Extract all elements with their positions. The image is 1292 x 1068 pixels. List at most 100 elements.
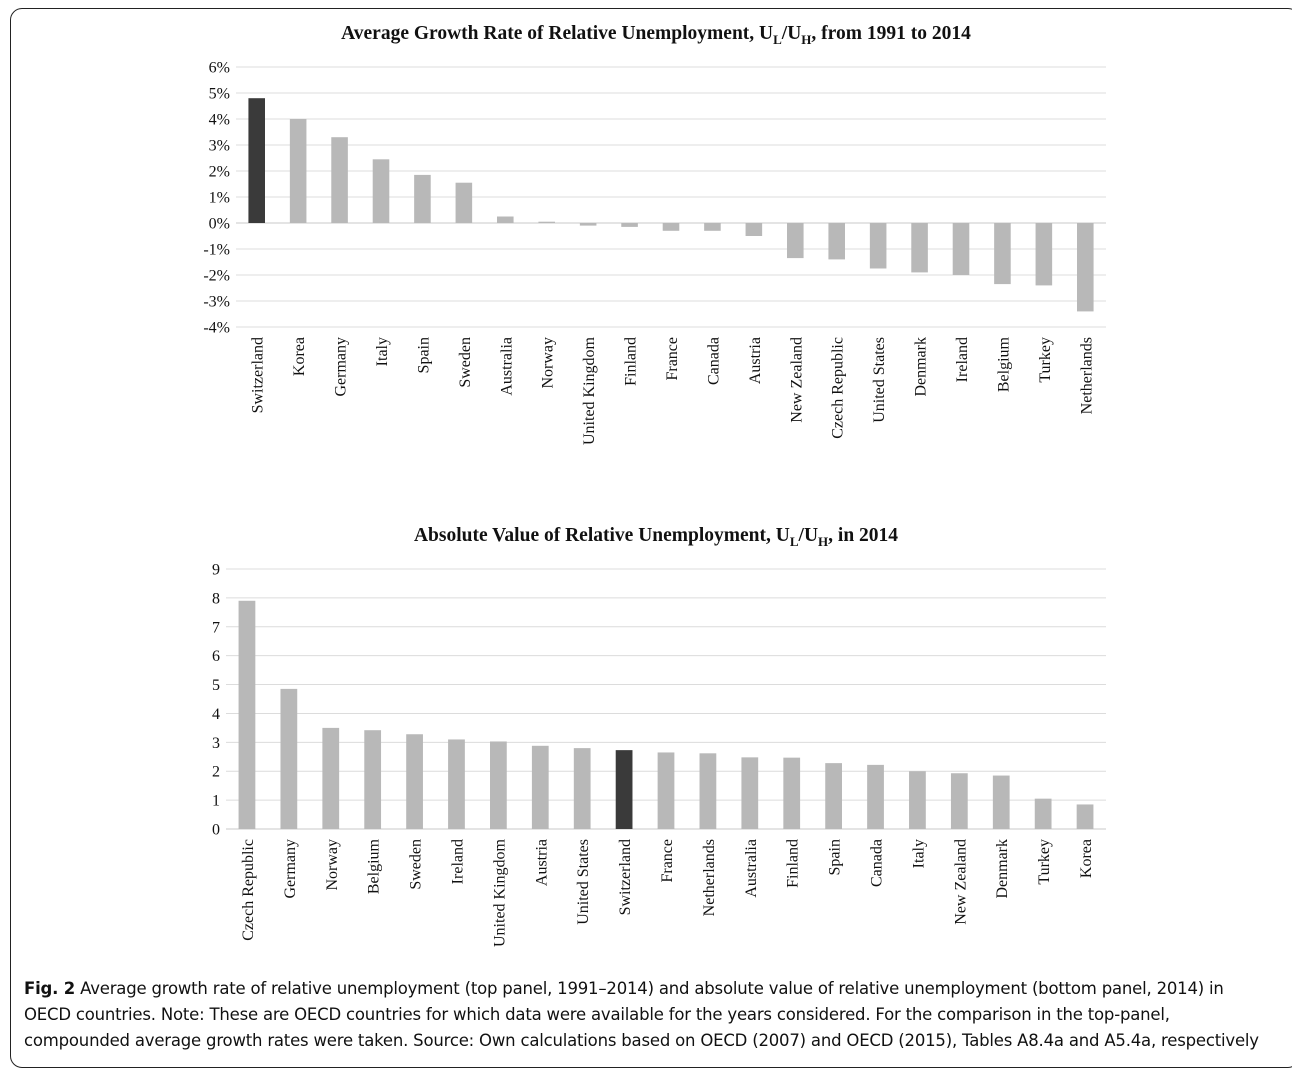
y-tick-label: 1% xyxy=(209,190,230,207)
y-tick-label: -1% xyxy=(203,242,230,259)
figure-caption: Fig. 2 Average growth rate of relative u… xyxy=(24,976,1274,1054)
x-tick-label: Denmark xyxy=(913,337,930,397)
x-tick-label: Switzerland xyxy=(250,337,267,413)
bar-korea xyxy=(1076,804,1094,829)
bar-norway xyxy=(538,221,555,223)
bar-denmark xyxy=(911,223,928,273)
x-tick-label: Australia xyxy=(498,337,515,396)
x-tick-label: Italy xyxy=(374,337,391,366)
x-tick-label: Switzerland xyxy=(617,839,634,915)
x-tick-label: Finland xyxy=(785,839,802,888)
caption-label: Fig. 2 xyxy=(24,979,76,998)
x-tick-label: New Zealand xyxy=(952,839,969,925)
bar-new-zealand xyxy=(787,223,804,259)
x-tick-label: Spain xyxy=(415,337,432,373)
bar-ireland xyxy=(448,739,465,829)
y-tick-label: 5% xyxy=(209,86,230,103)
y-tick-label: 4% xyxy=(209,112,230,129)
bar-norway xyxy=(322,727,340,829)
figure-charts: Average Growth Rate of Relative Unemploy… xyxy=(203,23,1106,947)
x-tick-label: Canada xyxy=(705,337,722,385)
x-tick-label: Ireland xyxy=(449,839,466,884)
bar-united-states xyxy=(869,223,887,269)
bar-austria xyxy=(531,745,549,829)
x-tick-label: United States xyxy=(871,337,888,423)
bar-finland xyxy=(783,757,801,829)
x-tick-label: France xyxy=(664,337,681,381)
x-tick-label: Ireland xyxy=(954,337,971,382)
x-tick-label: Sweden xyxy=(408,839,425,890)
bar-turkey xyxy=(1035,223,1053,286)
bar-turkey xyxy=(1034,798,1052,829)
y-tick-label: 4 xyxy=(212,706,220,723)
y-tick-label: 7 xyxy=(212,619,220,636)
x-tick-label: Sweden xyxy=(457,337,474,388)
bar-spain xyxy=(414,174,431,223)
x-tick-label: Australia xyxy=(743,839,760,898)
bar-germany xyxy=(331,137,348,223)
x-tick-label: Italy xyxy=(910,839,927,868)
x-tick-label: Turkey xyxy=(1037,337,1054,383)
x-tick-label: France xyxy=(659,839,676,883)
x-tick-label: United States xyxy=(575,839,592,925)
x-tick-label: Germany xyxy=(282,839,299,899)
x-tick-label: Austria xyxy=(747,337,764,384)
y-tick-label: 2% xyxy=(209,164,230,181)
y-tick-label: -2% xyxy=(203,268,230,285)
y-tick-label: -3% xyxy=(203,294,230,311)
y-tick-label: 9 xyxy=(212,562,220,579)
x-tick-label: Turkey xyxy=(1036,839,1053,885)
bar-australia xyxy=(497,216,514,223)
bar-italy xyxy=(909,771,926,829)
x-tick-label: Norway xyxy=(324,839,341,891)
x-tick-label: United Kingdom xyxy=(491,838,508,947)
y-tick-label: 6 xyxy=(212,648,220,665)
caption-text: Average growth rate of relative unemploy… xyxy=(24,979,1259,1050)
x-tick-label: Czech Republic xyxy=(240,839,257,941)
bar-sweden xyxy=(406,734,423,829)
bar-belgium xyxy=(364,730,382,829)
x-tick-label: Finland xyxy=(623,337,640,386)
bar-ireland xyxy=(952,223,970,275)
x-tick-label: Belgium xyxy=(995,336,1012,392)
y-tick-label: 3 xyxy=(212,735,220,752)
bar-netherlands xyxy=(1077,223,1094,312)
bar-czech-republic xyxy=(828,223,845,260)
bar-switzerland xyxy=(248,98,265,223)
x-tick-label: Korea xyxy=(1078,839,1095,878)
x-tick-label: Canada xyxy=(869,839,886,887)
bar-canada xyxy=(704,223,721,231)
bar-finland xyxy=(621,223,638,227)
x-tick-label: Denmark xyxy=(994,839,1011,899)
x-tick-label: United Kingdom xyxy=(581,336,598,445)
bar-france xyxy=(657,752,675,829)
y-tick-label: 0 xyxy=(212,822,220,839)
bottom-panel-absolute-chart: Absolute Value of Relative Unemployment,… xyxy=(212,525,1106,947)
x-tick-label: Spain xyxy=(827,839,844,875)
y-tick-label: 1 xyxy=(212,793,220,810)
bar-belgium xyxy=(994,223,1011,285)
x-tick-label: Netherlands xyxy=(701,839,718,916)
x-tick-label: Korea xyxy=(291,337,308,376)
figure-frame xyxy=(10,8,1292,1068)
y-tick-label: -4% xyxy=(203,320,230,337)
x-tick-label: Netherlands xyxy=(1078,337,1095,414)
y-tick-label: 6% xyxy=(209,60,230,77)
bar-germany xyxy=(280,688,298,829)
bar-switzerland xyxy=(615,750,633,829)
bar-italy xyxy=(372,159,390,223)
bottom-chart-title: Absolute Value of Relative Unemployment,… xyxy=(414,525,898,549)
bar-czech-republic xyxy=(238,600,256,829)
x-tick-label: Norway xyxy=(540,337,557,389)
x-tick-label: Czech Republic xyxy=(830,337,847,439)
bar-united-states xyxy=(573,748,591,829)
bar-united-kingdom xyxy=(490,741,507,829)
bar-austria xyxy=(745,223,763,236)
bar-united-kingdom xyxy=(579,223,597,226)
y-tick-label: 3% xyxy=(209,138,230,155)
y-tick-label: 5 xyxy=(212,677,220,694)
bar-denmark xyxy=(992,775,1010,829)
x-tick-label: Germany xyxy=(333,337,350,397)
y-tick-label: 2 xyxy=(212,764,220,781)
x-tick-label: New Zealand xyxy=(788,337,805,423)
